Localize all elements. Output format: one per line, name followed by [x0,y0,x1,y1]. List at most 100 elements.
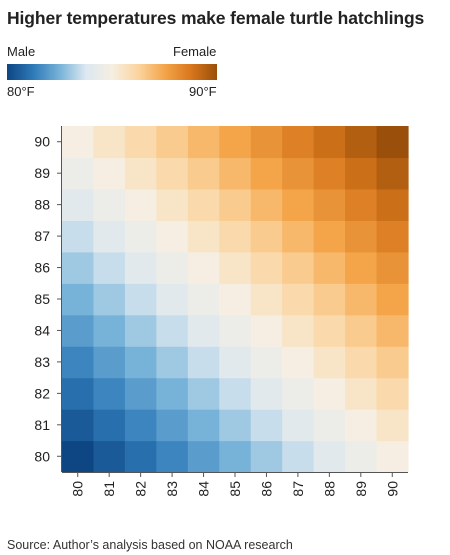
heatmap-cell [313,220,346,253]
heatmap-cell [93,126,126,159]
heatmap-cell [376,126,409,159]
heatmap-cell [313,283,346,316]
heatmap-cell [282,314,315,347]
heatmap-cell [250,188,283,221]
heatmap-cell [313,409,346,442]
source-note: Source: Author’s analysis based on NOAA … [7,538,293,552]
heatmap-cell [345,377,378,410]
heatmap-cell [156,314,189,347]
heatmap-cell [282,409,315,442]
heatmap-cell [62,188,95,221]
heatmap-cell [219,283,252,316]
heatmap-cell [219,346,252,379]
heatmap-cell [62,409,95,442]
heatmap-cell [93,346,126,379]
legend-color-scale [7,64,217,80]
y-tick-label: 87 [34,228,50,244]
heatmap-cell [93,283,126,316]
heatmap-cell [313,157,346,190]
heatmap-cell [282,126,315,159]
x-tick-label: 80 [70,481,86,497]
x-tick-label: 85 [227,481,243,497]
heatmap-cell [93,440,126,473]
heatmap-cell [156,251,189,284]
heatmap-cell [124,283,157,316]
heatmap-cell [93,157,126,190]
heatmap-cell [250,346,283,379]
heatmap-cell [219,220,252,253]
heatmap-cell [124,126,157,159]
heatmap-cell [282,251,315,284]
x-tick-label: 82 [133,481,149,497]
heatmap-cell [313,126,346,159]
heatmap-cell [187,283,220,316]
heatmap-cell [345,157,378,190]
x-tick-label: 90 [384,481,400,497]
heatmap-cell [282,157,315,190]
x-tick-label: 88 [321,481,337,497]
heatmap-cell [282,377,315,410]
heatmap-cell [93,251,126,284]
heatmap-cell [250,440,283,473]
heatmap-cell [219,188,252,221]
heatmap-cell [376,409,409,442]
heatmap-cell [376,346,409,379]
heatmap-cell [156,220,189,253]
heatmap-cell [187,346,220,379]
y-tick-label: 84 [34,322,50,338]
heatmap-cell [124,157,157,190]
heatmap-cell [124,377,157,410]
heatmap-cell [62,157,95,190]
heatmap-cell [313,440,346,473]
heatmap-cell [376,314,409,347]
heatmap-cell [345,440,378,473]
heatmap-cell [93,409,126,442]
heatmap-cell [62,314,95,347]
heatmap-cell [250,220,283,253]
heatmap-cell [124,409,157,442]
heatmap-cell [62,220,95,253]
heatmap-cell [219,440,252,473]
x-tick-label: 83 [164,481,180,497]
heatmap-cell [345,220,378,253]
heatmap-cell [156,126,189,159]
heatmap-cell [376,157,409,190]
heatmap-cell [376,188,409,221]
heatmap-cell [62,251,95,284]
heatmap-cell [313,346,346,379]
heatmap-cell [124,220,157,253]
heatmap-cell [376,220,409,253]
heatmap-cell [345,346,378,379]
heatmap-cell [156,440,189,473]
heatmap-cell [313,314,346,347]
heatmap-cell [250,157,283,190]
y-tick-label: 89 [34,165,50,181]
heatmap-cell [62,440,95,473]
heatmap-cell [313,188,346,221]
heatmap-cell [124,188,157,221]
heatmap-cell [219,377,252,410]
heatmap-chart: 80 81 82 83 84 85 86 87 88 89 90 80 81 82 83 84 85 86 87 88… [34,126,409,497]
x-tick-label: 86 [258,481,274,497]
heatmap-cell [93,314,126,347]
heatmap-cell [124,440,157,473]
y-tick-label: 86 [34,260,50,276]
x-tick-label: 89 [353,481,369,497]
heatmap-cell [376,377,409,410]
heatmap-cell [219,157,252,190]
y-tick-label: 90 [34,134,50,150]
heatmap-cell [345,283,378,316]
heatmap-cell [219,126,252,159]
heatmap-cell [62,283,95,316]
heatmap-cell [156,409,189,442]
heatmap-cell [187,188,220,221]
heatmap-cell [156,346,189,379]
heatmap-cell [250,126,283,159]
heatmap-cell [250,283,283,316]
heatmap-cell [93,188,126,221]
heatmap-cell [250,409,283,442]
heatmap-cell [187,409,220,442]
heatmap-cell [376,251,409,284]
heatmap-cell [282,346,315,379]
heatmap-cell [156,188,189,221]
